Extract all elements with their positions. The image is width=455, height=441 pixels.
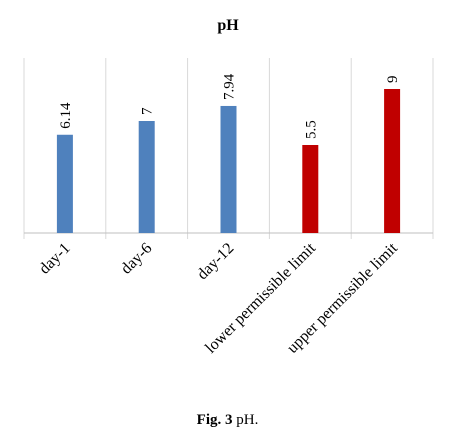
bar-day-1 bbox=[56, 134, 73, 233]
figure-caption-text: pH. bbox=[232, 412, 259, 428]
bar-day-6 bbox=[138, 121, 155, 233]
tick-label-0: day-1 bbox=[36, 240, 74, 278]
value-label-4: 9 bbox=[385, 76, 401, 84]
value-label-3: 5.5 bbox=[303, 120, 319, 139]
figure-caption-label: Fig. 3 bbox=[196, 412, 233, 428]
tick-label-1: day-6 bbox=[118, 240, 156, 278]
bar-day-12 bbox=[220, 105, 237, 233]
chart-title: pH bbox=[217, 17, 239, 34]
figure-caption: Fig. 3 pH. bbox=[0, 412, 455, 429]
bar-lower-permissible-limit bbox=[302, 145, 319, 233]
value-labels: 6.14 7 7.94 5.5 9 bbox=[58, 73, 401, 139]
bar-upper-permissible-limit bbox=[384, 89, 401, 233]
value-label-2: 7.94 bbox=[222, 73, 238, 100]
grid-lines bbox=[23, 58, 434, 239]
value-label-0: 6.14 bbox=[58, 102, 74, 129]
bars bbox=[56, 89, 401, 233]
value-label-1: 7 bbox=[140, 107, 156, 115]
tick-label-2: day-12 bbox=[194, 240, 237, 283]
